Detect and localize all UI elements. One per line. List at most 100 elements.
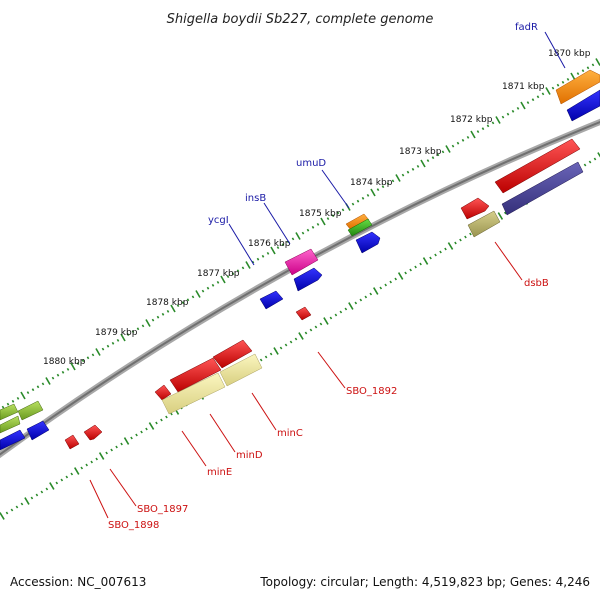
track-dot [201,289,205,293]
track-dot [469,232,472,236]
track-dot [156,315,160,319]
gene-label-dsbB[interactable]: dsbB [524,278,549,289]
gene-green[interactable] [347,218,373,237]
gene-blue[interactable] [293,267,323,292]
track-dot [501,115,505,119]
track-dot [414,265,417,269]
track-dot [304,331,308,335]
track-dot [309,328,313,332]
gene-fadR[interactable] [555,69,600,105]
track-dot [241,266,245,270]
gene-label-minE[interactable]: minE [207,467,232,478]
track-major-tick [95,348,101,356]
track-dot [481,127,485,131]
gene-red[interactable] [494,138,581,194]
track-dot [531,98,535,102]
gene-orange[interactable] [345,213,370,230]
track-dot [581,69,585,73]
gene-green[interactable] [0,403,19,421]
track-dot [354,301,358,305]
gene-label-SBO_1892[interactable]: SBO_1892 [346,386,397,397]
track-dot [426,159,430,163]
scale-label: 1878 kbp [146,298,189,308]
track-dot [66,367,70,371]
gene-SBO_1892[interactable] [295,306,312,321]
track-major-tick [123,437,130,445]
track-major-tick [220,275,226,284]
gene-green[interactable] [17,400,44,421]
gene-dsbB[interactable] [467,210,501,238]
gene-minD[interactable] [161,372,226,415]
gene-green[interactable] [0,415,21,434]
track-dot [294,337,298,341]
gene-red[interactable] [169,357,222,393]
scale-label: 1877 kbp [197,269,240,279]
track-dot [106,344,110,348]
track-dot [111,341,115,345]
gene-blue[interactable] [26,420,50,441]
gene-purple[interactable] [501,161,584,216]
track-dot [439,250,442,254]
scale-label: 1870 kbp [548,49,591,59]
track-dot [65,475,69,479]
track-dot [326,217,330,221]
track-major-tick [45,377,51,385]
track-dot [151,318,155,322]
track-dot [261,254,265,258]
track-dot [566,77,570,81]
track-major-tick [0,512,5,520]
track-dot [45,487,49,491]
track-major-tick [445,145,451,153]
track-dot [394,277,397,281]
track-dot [216,280,220,284]
track-dot [181,301,185,305]
track-major-tick [597,152,600,158]
gene-blue[interactable] [0,429,26,451]
map-title: Shigella boydii Sb227, complete genome [167,12,434,27]
track-dot [281,243,285,247]
gene-blue[interactable] [566,89,600,122]
track-dot [16,396,20,400]
gene-red[interactable] [154,384,172,401]
track-major-tick [395,174,401,182]
accession-label: Accession: NC_007613 [10,575,146,589]
track-dot [191,295,195,299]
track-dot [416,164,420,168]
gene-SBO_1897[interactable] [83,424,103,441]
track-dot [451,144,455,148]
topology-label: Topology: circular; Length: 4,519,823 bp… [259,575,590,589]
gene-label-umuD[interactable]: umuD [296,158,326,169]
track-major-tick [397,272,404,280]
gene-label-ycgI[interactable]: ycgI [208,215,229,226]
scale-label: 1876 kbp [248,239,291,249]
track-dot [101,347,105,351]
gene-red[interactable] [460,197,490,220]
gene-red[interactable] [212,339,253,369]
gene-label-fadR[interactable]: fadR [515,22,538,33]
track-dot [116,338,120,342]
gene-insB[interactable] [284,248,319,276]
track-dot [511,109,515,113]
scale-label: 1880 kbp [43,357,86,367]
gene-SBO_1898[interactable] [64,434,80,450]
track-dot [130,436,133,440]
gene-label-SBO_1898[interactable]: SBO_1898 [108,520,159,531]
scale-label: 1873 kbp [399,147,442,157]
track-major-tick [295,232,301,240]
gene-minC[interactable] [219,353,263,387]
gene-label-insB[interactable]: insB [245,193,266,204]
track-major-tick [24,497,30,505]
track-dot [51,376,55,380]
track-dot [464,235,467,239]
gene-umuD[interactable] [355,231,381,254]
gene-label-minD[interactable]: minD [236,450,263,461]
track-dot [35,493,39,497]
track-dot [476,130,480,134]
track-dot [419,262,422,266]
gene-ycgI[interactable] [259,290,284,310]
gene-label-minC[interactable]: minC [277,428,303,439]
track-dot [81,359,85,363]
track-dot [11,399,15,403]
gene-label-SBO_1897[interactable]: SBO_1897 [137,504,188,515]
track-dot [391,179,395,183]
